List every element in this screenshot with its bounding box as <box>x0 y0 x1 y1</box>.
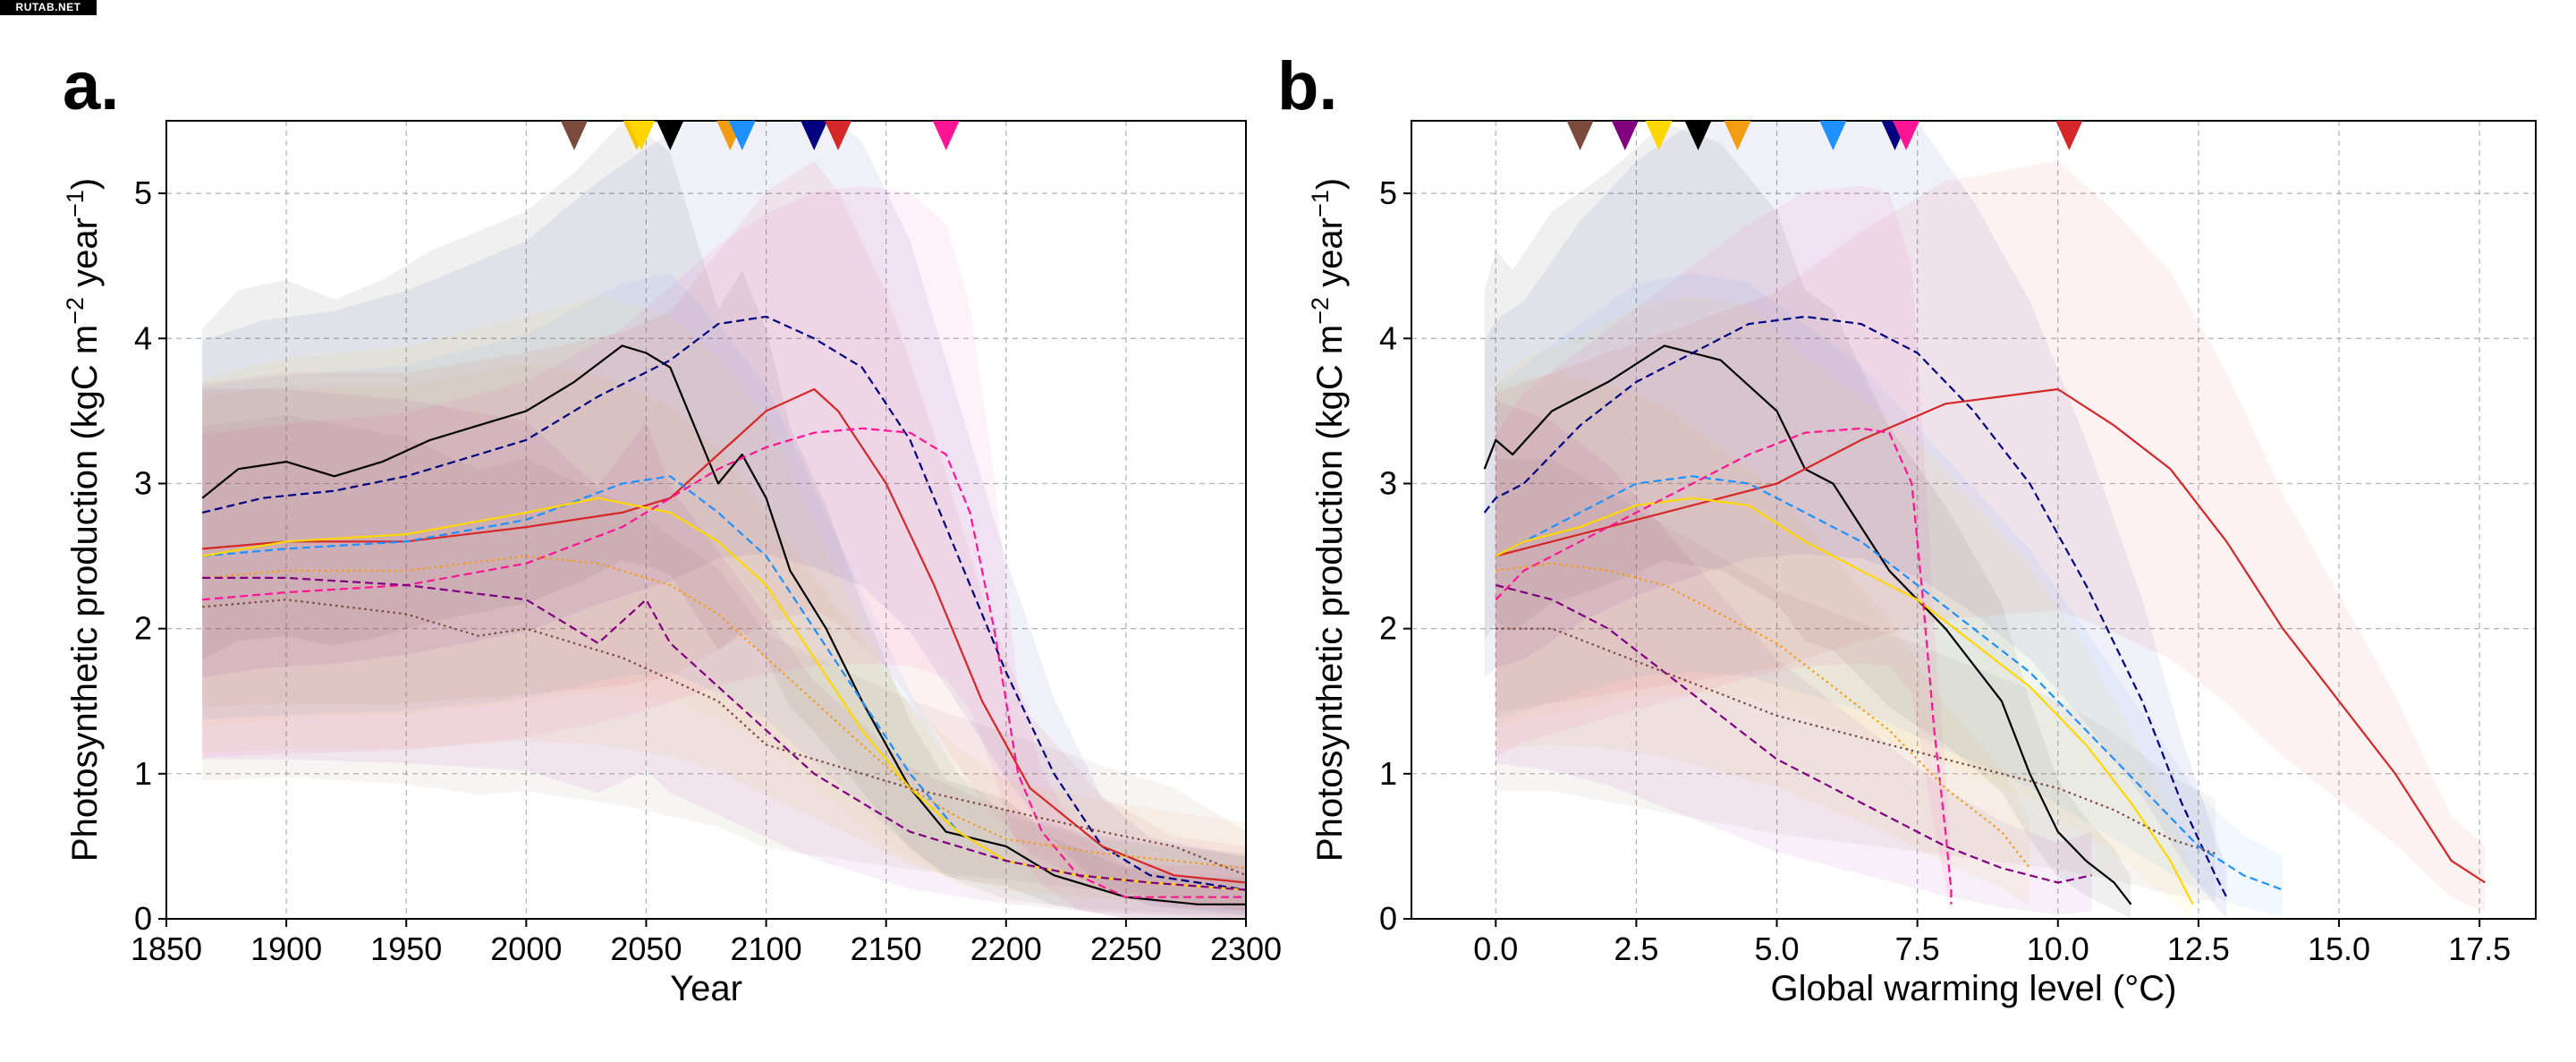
series-line <box>201 344 1246 905</box>
y-tick-label: 3 <box>134 464 152 501</box>
threshold-marker <box>1724 121 1751 150</box>
y-tick-label: 0 <box>1379 900 1397 937</box>
y-tick-label: 1 <box>134 755 152 792</box>
x-tick-label: 15.0 <box>2308 930 2370 967</box>
threshold-marker <box>560 121 588 150</box>
y-tick-label: 4 <box>1379 319 1397 356</box>
threshold-marker <box>825 121 852 150</box>
threshold-marker <box>728 121 756 150</box>
threshold-marker <box>657 121 684 150</box>
series-band <box>202 160 1246 912</box>
threshold-marker <box>1645 121 1673 150</box>
series-band <box>202 273 1246 917</box>
threshold-marker <box>1684 121 1712 150</box>
panel-a: 1850 1900 1950 2000 2050 2100 2150 2200 2250 2300… <box>62 48 1282 1008</box>
series-line <box>1495 475 2284 891</box>
series-line <box>1496 583 2092 884</box>
series-line <box>1496 562 2031 869</box>
x-tick-label: 12.5 <box>2167 930 2230 967</box>
series-line <box>1483 315 2228 898</box>
threshold-marker <box>801 121 828 150</box>
x-tick-label: 2250 <box>1090 930 1162 967</box>
series-band <box>1496 273 2284 917</box>
x-tick-label: 2150 <box>851 930 922 967</box>
series-band <box>1496 160 2486 912</box>
y-axis-label: Photosynthetic production (kgC m−2 year−… <box>62 178 105 862</box>
series-line <box>202 387 1246 884</box>
series-band <box>202 414 1246 913</box>
x-tick-label: 0.0 <box>1473 930 1518 967</box>
plot-area <box>201 121 1246 919</box>
series-band <box>1496 295 2193 919</box>
threshold-marker <box>628 121 656 150</box>
panel-b: 0.0 2.5 5.0 7.5 10.0 12.5 15.0 17.5 0 1 2 3 4 5 Global… <box>1277 48 2537 1008</box>
x-tick-label: 2050 <box>610 930 682 967</box>
series-band <box>202 295 1246 917</box>
x-tick-label: 10.0 <box>2027 930 2089 967</box>
series-line <box>201 315 1246 891</box>
x-tick-label: 7.5 <box>1895 930 1940 967</box>
threshold-marker <box>1819 121 1847 150</box>
series-band <box>1484 123 2131 919</box>
plot-area <box>1483 121 2486 919</box>
x-tick-label: 2.5 <box>1614 930 1658 967</box>
series-line <box>1483 344 2132 905</box>
x-axis-label: Year <box>670 969 742 1008</box>
series-band <box>202 363 1246 907</box>
series-line <box>202 427 1246 898</box>
threshold-marker <box>932 121 960 150</box>
x-tick-label: 1900 <box>250 930 322 967</box>
series-band <box>1496 185 1952 919</box>
panel-label: a. <box>63 48 119 124</box>
panel-label: b. <box>1277 48 1338 124</box>
series-band <box>1496 458 2216 902</box>
y-tick-label: 4 <box>134 319 152 356</box>
axes-frame <box>1411 120 2537 920</box>
threshold-marker <box>2055 121 2083 150</box>
x-tick-label: 1850 <box>131 930 202 967</box>
x-tick-label: 2000 <box>490 930 562 967</box>
y-tick-label: 2 <box>1379 610 1397 647</box>
y-tick-label: 5 <box>134 174 152 211</box>
x-tick-label: 2200 <box>970 930 1042 967</box>
axes-frame <box>165 120 1247 920</box>
y-tick-label: 2 <box>134 610 152 647</box>
x-tick-label: 2100 <box>731 930 802 967</box>
y-tick-label: 3 <box>1379 464 1397 501</box>
series-line <box>1496 387 2486 884</box>
threshold-marker <box>1566 121 1594 150</box>
series-band <box>202 185 1246 919</box>
y-axis-label: Photosynthetic production (kgC m−2 year−… <box>1307 178 1350 862</box>
x-tick-label: 1950 <box>370 930 442 967</box>
y-tick-label: 5 <box>1379 174 1397 211</box>
watermark-logo: RUTAB.NET <box>0 0 97 15</box>
x-tick-label: 5.0 <box>1755 930 1800 967</box>
threshold-marker <box>1611 121 1639 150</box>
threshold-marker <box>1893 121 1920 150</box>
series-line <box>1495 497 2194 905</box>
series-line <box>1496 627 2216 855</box>
y-tick-label: 0 <box>134 900 152 937</box>
series-band <box>202 123 1246 919</box>
series-band <box>202 388 1246 919</box>
series-line <box>202 576 1246 891</box>
y-tick-label: 1 <box>1379 755 1397 792</box>
series-band <box>1496 399 2092 915</box>
x-tick-label: 17.5 <box>2448 930 2511 967</box>
x-axis-label: Global warming level (°C) <box>1771 969 2177 1008</box>
x-tick-label: 2300 <box>1210 930 1282 967</box>
